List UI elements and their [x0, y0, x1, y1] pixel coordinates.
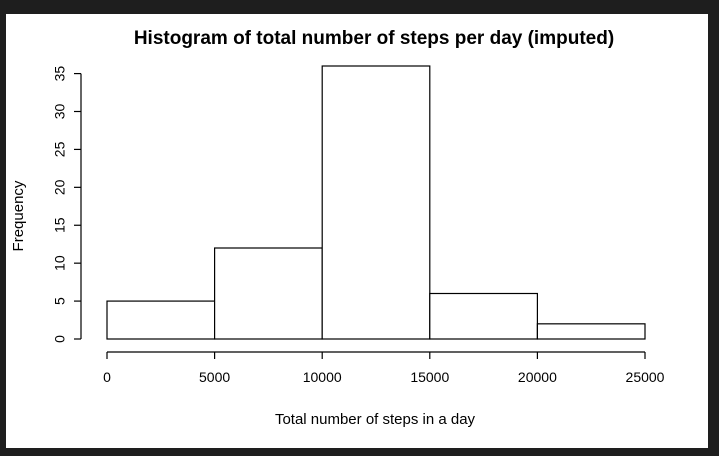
y-tick-label: 30: [52, 104, 68, 120]
x-axis: 0 5000 10000 15000 20000 25000: [103, 351, 665, 385]
chart-title: Histogram of total number of steps per d…: [134, 28, 614, 49]
histogram-bar-4: [536, 323, 646, 340]
histogram-bar-1: [214, 247, 323, 340]
y-tick-label: 15: [52, 217, 68, 233]
histogram-bar-2: [321, 65, 431, 340]
x-tick-label: 0: [103, 369, 111, 385]
x-tick-label: 5000: [199, 369, 230, 385]
bars-group: [106, 65, 646, 340]
x-tick-label: 25000: [626, 369, 665, 385]
y-tick-label: 0: [52, 335, 68, 343]
y-tick-label: 5: [52, 297, 68, 305]
y-tick-label: 35: [52, 66, 68, 82]
y-tick-label: 25: [52, 141, 68, 157]
y-axis-label: Frequency: [10, 180, 27, 251]
x-tick-label: 20000: [518, 369, 557, 385]
y-axis: 0 5 10 15 20 25 30 35: [52, 66, 82, 343]
y-tick-label: 10: [52, 255, 68, 271]
histogram-bar-0: [106, 300, 216, 340]
x-tick-label: 15000: [410, 369, 449, 385]
x-axis-label: Total number of steps in a day: [275, 411, 476, 428]
histogram-bar-3: [429, 292, 538, 340]
y-tick-label: 20: [52, 179, 68, 195]
x-tick-label: 10000: [303, 369, 342, 385]
chart-container: Histogram of total number of steps per d…: [6, 14, 708, 448]
histogram-svg: Histogram of total number of steps per d…: [10, 28, 665, 428]
